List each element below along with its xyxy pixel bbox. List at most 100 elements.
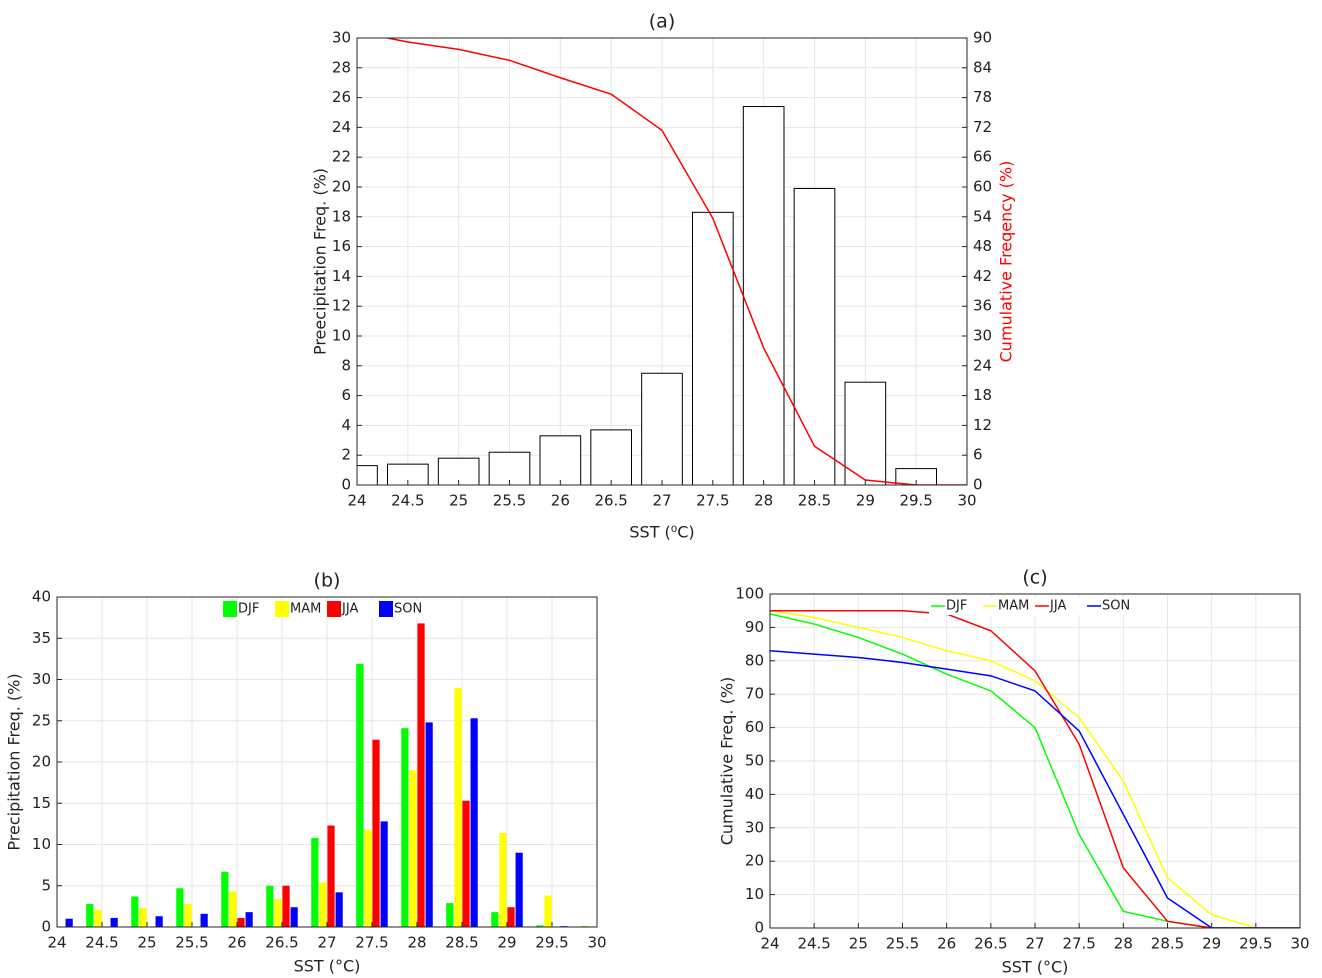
y-tick-label: 70 <box>745 685 764 703</box>
x-tick-label: 24.5 <box>797 935 830 953</box>
y-tick-label: 4 <box>341 416 351 434</box>
x-tick-label: 26.5 <box>974 935 1007 953</box>
bar <box>290 907 298 927</box>
bar <box>515 852 523 927</box>
plot-area <box>65 623 597 927</box>
bar <box>65 918 73 927</box>
legend-label: DJF <box>946 599 967 614</box>
y2-tick-label: 66 <box>973 148 992 166</box>
bar <box>319 882 327 927</box>
line-series <box>770 650 1300 928</box>
y2-tick-label: 0 <box>973 476 983 494</box>
y-tick-label: 25 <box>32 711 51 729</box>
y2-tick-label: 78 <box>973 88 992 106</box>
x-tick-label: 27.5 <box>696 492 729 510</box>
legend-swatch <box>275 601 289 617</box>
line-series <box>770 609 1300 928</box>
y2-axis-label: Cumulative Freqency (%) <box>997 161 1016 363</box>
y-tick-label: 2 <box>341 446 351 464</box>
legend-label: SON <box>394 602 422 617</box>
y-tick-label: 15 <box>32 794 51 812</box>
x-axis-label: SST (°C) <box>1002 958 1069 977</box>
y-tick-label: 0 <box>41 918 51 936</box>
bar <box>86 903 94 927</box>
bar <box>229 891 237 927</box>
bar <box>356 663 364 927</box>
x-axis-label: SST (°C) <box>294 957 361 976</box>
y2-tick-label: 36 <box>973 297 992 315</box>
bar <box>793 187 836 485</box>
x-tick-label: 25.5 <box>493 492 526 510</box>
line-series <box>770 609 1300 928</box>
bar <box>387 463 429 485</box>
x-tick-label: 30 <box>957 492 976 510</box>
bar <box>176 888 184 927</box>
x-tick-label: 24 <box>347 492 366 510</box>
bar <box>131 896 139 927</box>
bar <box>327 825 335 927</box>
y-tick-label: 10 <box>332 327 351 345</box>
legend-label: JJA <box>341 602 358 617</box>
bar <box>200 913 208 927</box>
bar <box>462 800 470 927</box>
y-axis-label: Cumulative Freq. (%) <box>718 677 737 846</box>
bar <box>536 925 544 927</box>
x-tick-label: 25 <box>849 935 868 953</box>
y-tick-label: 0 <box>754 919 764 937</box>
legend-label: MAM <box>290 602 321 617</box>
y-tick-label: 20 <box>32 753 51 771</box>
y-tick-label: 50 <box>745 752 764 770</box>
x-tick-label: 28 <box>407 934 426 952</box>
bar <box>844 381 887 485</box>
y-tick-label: 0 <box>341 476 351 494</box>
y-tick-label: 35 <box>32 629 51 647</box>
x-axis-label: SST (⁰C) <box>629 523 694 542</box>
x-tick-label: 27 <box>317 934 336 952</box>
y-tick-label: 20 <box>745 852 764 870</box>
y2-tick-label: 60 <box>973 178 992 196</box>
bar <box>335 892 343 927</box>
x-tick-label: 29.5 <box>899 492 932 510</box>
x-tick-label: 26 <box>551 492 570 510</box>
y-axis-label: Preecipitation Freq. (%) <box>311 168 330 355</box>
bar <box>425 722 433 927</box>
y-tick-label: 30 <box>745 818 764 836</box>
bar <box>544 895 552 927</box>
legend-swatch <box>223 601 237 617</box>
x-tick-label: 29 <box>497 934 516 952</box>
y-tick-label: 30 <box>32 670 51 688</box>
bar <box>454 687 462 927</box>
x-tick-label: 26 <box>227 934 246 952</box>
bar <box>470 718 478 927</box>
legend-swatch <box>379 601 393 617</box>
legend-label: JJA <box>1049 599 1066 614</box>
y-axis-label: Precipitation Freq. (%) <box>5 673 24 850</box>
bar <box>221 871 229 927</box>
bar <box>417 623 425 927</box>
y-tick-label: 26 <box>332 88 351 106</box>
bar <box>311 837 319 927</box>
x-tick-label: 29.5 <box>535 934 568 952</box>
bar <box>94 909 102 927</box>
y-tick-label: 10 <box>32 835 51 853</box>
y2-tick-label: 6 <box>973 446 983 464</box>
y2-tick-label: 84 <box>973 58 992 76</box>
bar <box>401 728 409 927</box>
bar <box>364 829 372 927</box>
y-tick-label: 30 <box>332 29 351 47</box>
y-tick-label: 5 <box>41 876 51 894</box>
plot-area <box>770 609 1300 928</box>
x-tick-label: 24 <box>760 935 779 953</box>
y-tick-label: 40 <box>745 785 764 803</box>
x-tick-label: 30 <box>1290 935 1309 953</box>
y-tick-label: 22 <box>332 148 351 166</box>
y-tick-label: 24 <box>332 118 351 136</box>
y-tick-label: 60 <box>745 718 764 736</box>
plot-area <box>357 38 967 485</box>
bar <box>409 770 417 927</box>
x-tick-label: 26.5 <box>594 492 627 510</box>
y-tick-label: 20 <box>332 178 351 196</box>
x-tick-label: 26.5 <box>265 934 298 952</box>
